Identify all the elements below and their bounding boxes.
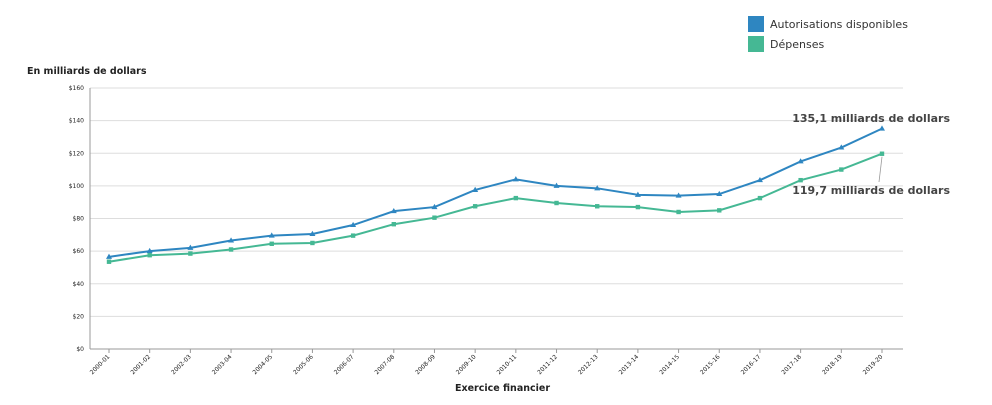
data-point xyxy=(634,191,641,197)
data-point xyxy=(310,240,315,246)
x-tick-label: 2014-15 xyxy=(658,353,681,376)
legend: Autorisations disponibles Dépenses xyxy=(748,14,908,54)
data-point xyxy=(879,125,885,131)
legend-label-depenses: Dépenses xyxy=(770,37,825,51)
data-point xyxy=(594,185,601,191)
x-tick-label: 2003-04 xyxy=(211,353,234,376)
x-tick-label: 2018-19 xyxy=(821,353,844,376)
data-point xyxy=(188,251,193,256)
x-tick-label: 2007-08 xyxy=(374,353,397,376)
series-1 xyxy=(106,151,885,264)
data-point xyxy=(879,151,885,156)
data-point xyxy=(717,208,722,213)
legend-swatch-depenses xyxy=(748,36,764,52)
data-point xyxy=(676,209,681,215)
y-tick-label: $80 xyxy=(73,216,85,223)
x-tick-label: 2009-10 xyxy=(455,353,478,376)
y-tick-label: $0 xyxy=(76,346,84,353)
data-point xyxy=(716,190,723,197)
x-tick-label: 2011-12 xyxy=(536,353,559,376)
y-tick-label: $100 xyxy=(69,183,84,190)
data-point xyxy=(839,167,844,172)
data-point xyxy=(757,195,763,201)
series-line xyxy=(108,152,883,263)
data-point xyxy=(472,186,479,192)
data-point xyxy=(390,207,397,214)
x-tick-label: 2015-16 xyxy=(699,353,722,376)
data-point xyxy=(798,177,803,183)
x-tick-label: 2002-03 xyxy=(170,353,193,376)
x-tick-label: 2008-09 xyxy=(414,353,437,376)
data-point xyxy=(268,232,275,238)
x-tick-label: 2019-20 xyxy=(862,353,885,376)
data-point xyxy=(595,204,600,209)
y-tick-label: $140 xyxy=(69,118,84,125)
legend-swatch-autorisations xyxy=(748,16,764,32)
grid-lines xyxy=(90,87,903,317)
data-point xyxy=(350,233,356,238)
series-0 xyxy=(106,125,885,259)
data-point xyxy=(391,222,396,227)
x-tick-label: 2001-02 xyxy=(129,353,152,376)
data-point xyxy=(350,221,357,228)
data-point xyxy=(472,204,478,209)
data-point xyxy=(309,230,316,236)
data-point xyxy=(228,247,234,252)
data-point xyxy=(187,244,194,250)
x-tick-label: 2006-07 xyxy=(333,353,356,376)
annotations: 135,1 milliards de dollars 119,7 milliard… xyxy=(792,112,950,197)
data-point xyxy=(756,176,763,183)
y-tick-label: $60 xyxy=(73,248,85,255)
x-tick-label: 2016-17 xyxy=(740,353,763,376)
series-line xyxy=(108,127,883,258)
y-tick-label: $160 xyxy=(69,85,84,92)
annotation-leader-line xyxy=(878,156,883,183)
x-tick-label: 2017-18 xyxy=(780,353,803,376)
data-point xyxy=(635,204,641,210)
data-point xyxy=(512,176,519,182)
x-tick-label: 2010-11 xyxy=(496,353,519,376)
x-tick-label: 2005-06 xyxy=(292,353,315,376)
data-point xyxy=(106,253,112,259)
data-point xyxy=(147,253,152,258)
annotation-depenses: 119,7 milliards de dollars xyxy=(792,184,950,197)
data-point xyxy=(432,215,437,220)
x-axis-label: Exercice financier xyxy=(455,383,551,394)
x-tick-label: 2004-05 xyxy=(251,353,274,376)
legend-item-depenses: Dépenses xyxy=(748,34,908,54)
data-point xyxy=(553,182,560,188)
x-tick-label: 2012-13 xyxy=(577,353,600,376)
y-tick-label: $20 xyxy=(73,313,85,320)
x-tick-label: 2000-01 xyxy=(89,353,112,376)
y-axis-ticks: $0 $20 $40 $60 $80 $100 $120 $140 $160 xyxy=(69,85,84,353)
data-point xyxy=(106,259,112,264)
x-axis-ticks: 2000-01 2001-02 2002-03 2003-04 2004-05 2005-… xyxy=(89,349,885,376)
y-tick-label: $120 xyxy=(69,150,84,157)
data-point xyxy=(838,144,845,150)
x-tick-label: 2013-14 xyxy=(618,353,641,376)
y-tick-label: $40 xyxy=(73,281,85,288)
y-axis-label: En milliards de dollars xyxy=(27,66,147,77)
data-point xyxy=(554,200,559,206)
data-point xyxy=(675,192,682,198)
data-point xyxy=(146,247,153,254)
data-point xyxy=(269,241,274,246)
data-point xyxy=(228,237,235,243)
annotation-autorisations: 135,1 milliards de dollars xyxy=(792,112,950,125)
legend-label-autorisations: Autorisations disponibles xyxy=(770,17,908,31)
series-layer xyxy=(106,125,885,264)
data-point xyxy=(431,203,438,210)
legend-item-autorisations: Autorisations disponibles xyxy=(748,14,908,34)
data-point xyxy=(513,195,519,201)
data-point xyxy=(797,158,804,164)
